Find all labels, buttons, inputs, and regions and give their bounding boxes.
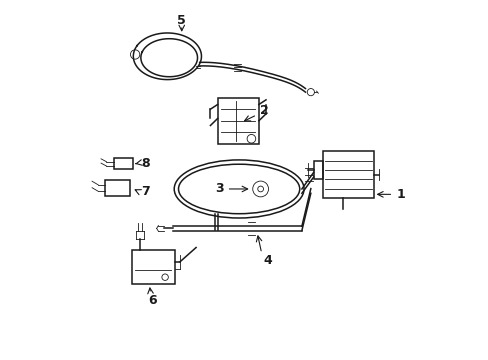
Text: 5: 5 <box>177 14 186 27</box>
Text: 4: 4 <box>263 254 272 267</box>
Text: 2: 2 <box>259 104 268 117</box>
Text: 6: 6 <box>148 294 157 307</box>
Text: 1: 1 <box>395 188 404 201</box>
Text: 3: 3 <box>215 183 223 195</box>
Text: 7: 7 <box>141 185 150 198</box>
Text: 8: 8 <box>142 157 150 170</box>
